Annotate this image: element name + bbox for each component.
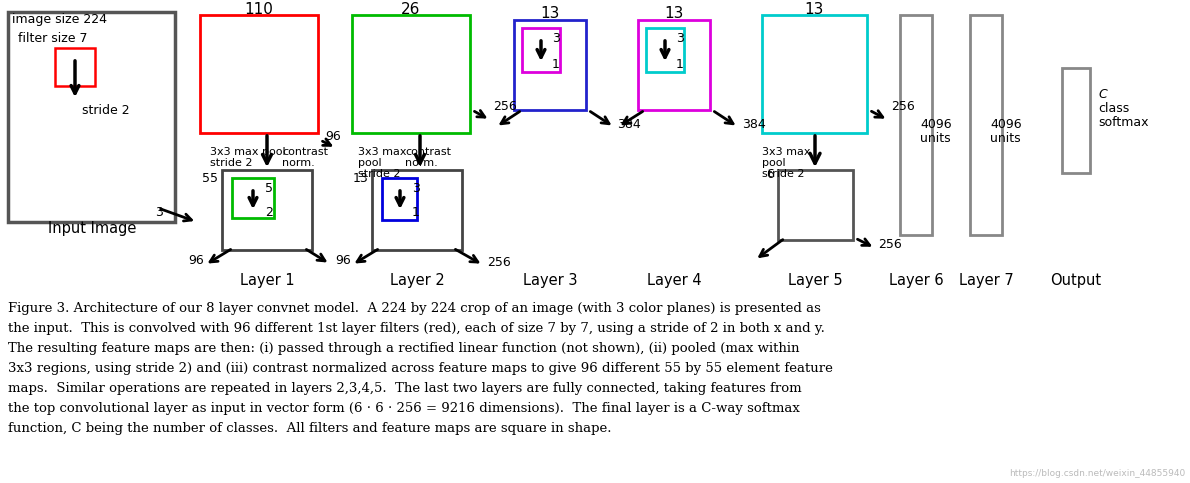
Bar xyxy=(638,20,710,110)
Text: contrast: contrast xyxy=(282,147,328,157)
Text: image size 224: image size 224 xyxy=(12,14,107,27)
Bar xyxy=(372,170,462,250)
Bar xyxy=(778,170,853,240)
Text: 256: 256 xyxy=(878,238,902,251)
Text: the input.  This is convolved with 96 different 1st layer filters (red), each of: the input. This is convolved with 96 dif… xyxy=(8,322,825,335)
Text: Layer 1: Layer 1 xyxy=(239,272,294,287)
Text: 3: 3 xyxy=(552,31,559,44)
Text: filter size 7: filter size 7 xyxy=(18,31,88,44)
Text: 384: 384 xyxy=(616,117,640,130)
Text: softmax: softmax xyxy=(1098,116,1148,129)
Text: 110: 110 xyxy=(245,1,274,16)
Text: 26: 26 xyxy=(401,1,421,16)
Text: Figure 3. Architecture of our 8 layer convnet model.  A 224 by 224 crop of an im: Figure 3. Architecture of our 8 layer co… xyxy=(8,302,821,315)
Text: 4096: 4096 xyxy=(920,118,952,131)
Text: 96: 96 xyxy=(336,254,351,267)
Bar xyxy=(970,15,1002,235)
Text: The resulting feature maps are then: (i) passed through a rectified linear funct: The resulting feature maps are then: (i)… xyxy=(8,342,800,355)
Text: 3x3 regions, using stride 2) and (iii) contrast normalized across feature maps t: 3x3 regions, using stride 2) and (iii) c… xyxy=(8,362,833,375)
Text: the top convolutional layer as input in vector form (6 · 6 · 256 = 9216 dimensio: the top convolutional layer as input in … xyxy=(8,402,800,415)
Text: 2: 2 xyxy=(265,207,273,219)
Text: stride 2: stride 2 xyxy=(82,103,130,116)
Text: 256: 256 xyxy=(493,100,516,114)
Text: Layer 6: Layer 6 xyxy=(889,272,944,287)
Text: pool: pool xyxy=(762,158,785,168)
Text: stride 2: stride 2 xyxy=(209,158,252,168)
Text: Output: Output xyxy=(1051,272,1102,287)
Bar xyxy=(55,48,95,86)
Text: 3: 3 xyxy=(676,31,684,44)
Bar xyxy=(1061,68,1090,173)
Text: Layer 3: Layer 3 xyxy=(522,272,577,287)
Text: 96: 96 xyxy=(188,254,203,267)
Text: 3x3 max: 3x3 max xyxy=(762,147,810,157)
Bar xyxy=(200,15,318,133)
Text: Layer 4: Layer 4 xyxy=(646,272,701,287)
Bar xyxy=(352,15,470,133)
Text: 256: 256 xyxy=(487,256,511,269)
Text: 3x3 max pool: 3x3 max pool xyxy=(209,147,286,157)
Text: 96: 96 xyxy=(325,129,340,142)
Text: stride 2: stride 2 xyxy=(762,169,804,179)
Bar xyxy=(232,178,274,218)
Bar xyxy=(223,170,312,250)
Text: 13: 13 xyxy=(804,1,823,16)
Text: 5: 5 xyxy=(265,182,273,195)
Text: 384: 384 xyxy=(743,117,765,130)
Text: Layer 5: Layer 5 xyxy=(788,272,843,287)
Bar xyxy=(762,15,868,133)
Text: 3: 3 xyxy=(155,207,163,219)
Text: maps.  Similar operations are repeated in layers 2,3,4,5.  The last two layers a: maps. Similar operations are repeated in… xyxy=(8,382,802,395)
Bar xyxy=(646,28,684,72)
Text: 13: 13 xyxy=(352,171,368,185)
Text: 6: 6 xyxy=(766,169,774,182)
Text: 3x3 max: 3x3 max xyxy=(358,147,407,157)
Text: 1: 1 xyxy=(552,57,559,71)
Text: units: units xyxy=(990,131,1021,144)
Text: norm.: norm. xyxy=(282,158,314,168)
Text: pool: pool xyxy=(358,158,382,168)
Bar xyxy=(8,12,175,222)
Text: Layer 7: Layer 7 xyxy=(959,272,1014,287)
Text: contrast: contrast xyxy=(405,147,451,157)
Text: 256: 256 xyxy=(891,100,915,114)
Text: 1: 1 xyxy=(676,57,684,71)
Bar xyxy=(522,28,560,72)
Text: units: units xyxy=(920,131,951,144)
Text: 1: 1 xyxy=(412,207,420,219)
Text: 3: 3 xyxy=(412,182,420,195)
Text: C: C xyxy=(1098,88,1107,101)
Text: 55: 55 xyxy=(202,171,218,185)
Bar xyxy=(514,20,585,110)
Text: norm.: norm. xyxy=(405,158,438,168)
Text: 13: 13 xyxy=(664,5,684,20)
Text: 13: 13 xyxy=(540,5,559,20)
Text: Input Image: Input Image xyxy=(48,221,136,236)
Text: https://blog.csdn.net/weixin_44855940: https://blog.csdn.net/weixin_44855940 xyxy=(1009,469,1185,478)
Text: class: class xyxy=(1098,102,1129,115)
Text: function, C being the number of classes.  All filters and feature maps are squar: function, C being the number of classes.… xyxy=(8,422,612,435)
Bar xyxy=(900,15,932,235)
Text: Layer 2: Layer 2 xyxy=(389,272,444,287)
Bar xyxy=(382,178,416,220)
Text: 4096: 4096 xyxy=(990,118,1022,131)
Text: stride 2: stride 2 xyxy=(358,169,401,179)
